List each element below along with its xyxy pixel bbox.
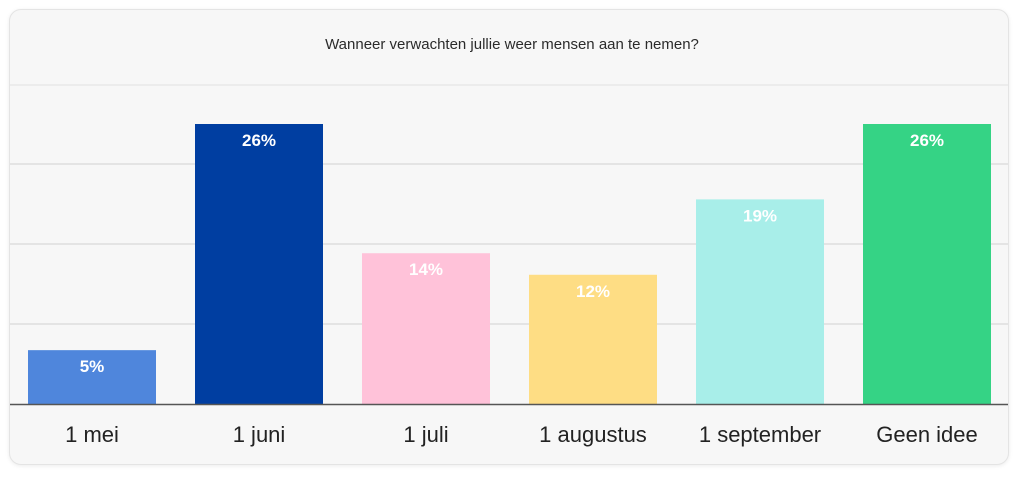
- bar-value-label: 14%: [409, 260, 443, 279]
- bar-1-augustus: [529, 274, 657, 404]
- category-label: 1 september: [699, 422, 821, 447]
- bar-value-label: 26%: [242, 131, 276, 150]
- bar-1-juni: [195, 124, 323, 404]
- category-label: Geen idee: [876, 422, 978, 447]
- category-label: 1 juli: [403, 422, 448, 447]
- bar-geen-idee: [863, 124, 991, 404]
- bar-1-september: [696, 199, 824, 404]
- category-label: 1 augustus: [539, 422, 647, 447]
- bar-value-label: 12%: [576, 282, 610, 301]
- bar-1-mei: [28, 350, 156, 404]
- bar-value-label: 26%: [910, 131, 944, 150]
- category-label: 1 mei: [65, 422, 119, 447]
- chart-title: Wanneer verwachten jullie weer mensen aa…: [325, 36, 699, 53]
- bar-1-juli: [362, 253, 490, 404]
- category-label: 1 juni: [233, 422, 286, 447]
- bar-value-label: 19%: [743, 206, 777, 225]
- bar-value-label: 5%: [80, 357, 105, 376]
